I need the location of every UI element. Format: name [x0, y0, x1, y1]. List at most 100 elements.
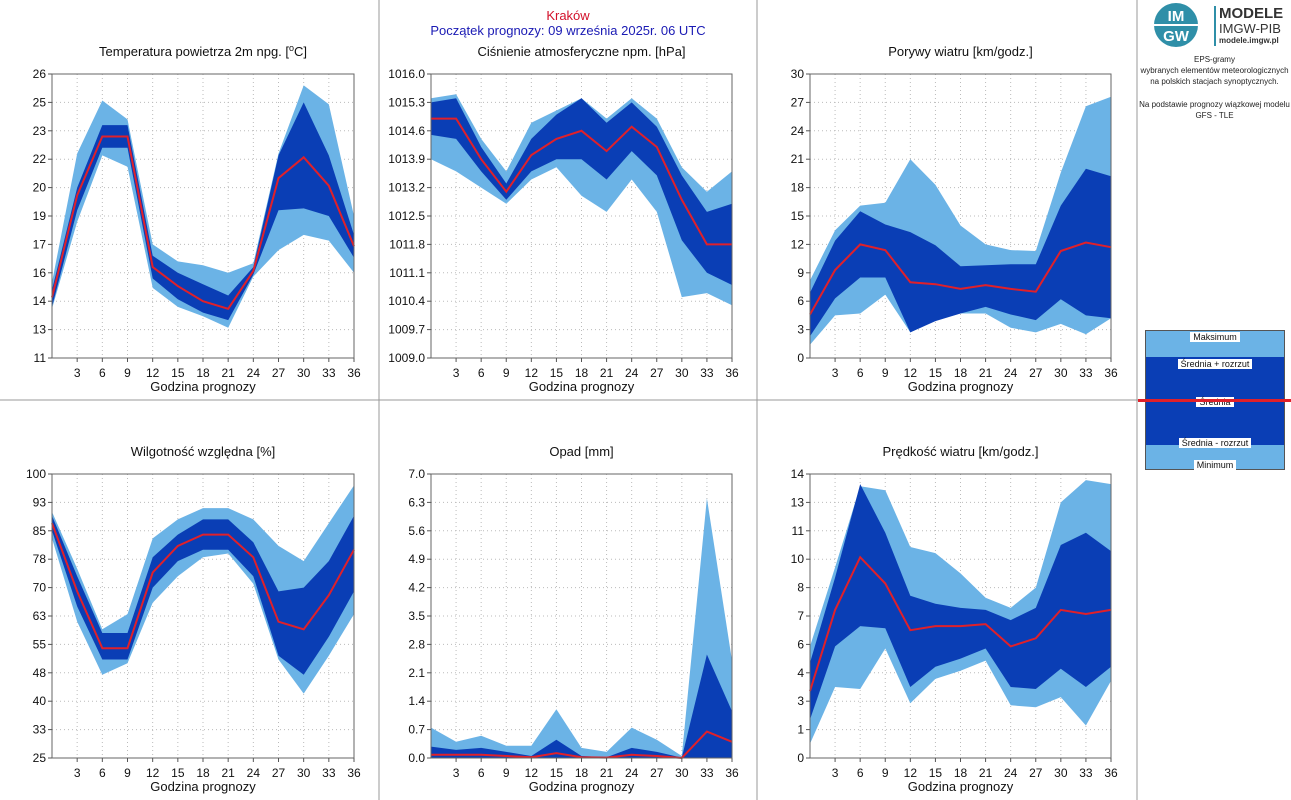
x-tick-label: 15 [550, 366, 564, 380]
y-tick-label: 26 [33, 67, 47, 81]
y-tick-label: 2.1 [408, 666, 425, 680]
y-tick-label: 7 [797, 609, 804, 623]
x-tick-label: 9 [882, 766, 889, 780]
logo-mark-top: IM [1168, 8, 1185, 25]
y-tick-label: 25 [33, 95, 47, 109]
forecast-start: Początek prognozy: 09 września 2025r. 06… [430, 23, 706, 38]
series-envelope-inner [431, 98, 732, 285]
x-tick-label: 21 [221, 366, 235, 380]
x-tick-label: 21 [979, 366, 993, 380]
y-tick-label: 21 [791, 152, 805, 166]
y-tick-label: 4.2 [408, 581, 425, 595]
x-tick-label: 36 [347, 766, 361, 780]
sidebar: IM GW MODELE IMGW-PIB modele.imgw.pl EPS… [1138, 0, 1291, 800]
logo-url: modele.imgw.pl [1219, 36, 1279, 45]
y-tick-label: 8 [797, 581, 804, 595]
y-tick-label: 1010.4 [388, 294, 425, 308]
y-tick-label: 1015.3 [388, 95, 425, 109]
y-tick-label: 40 [33, 694, 47, 708]
chart-title: Porywy wiatru [km/godz.] [888, 44, 1033, 59]
x-tick-label: 36 [1104, 766, 1118, 780]
y-tick-label: 19 [33, 209, 47, 223]
y-tick-label: 55 [33, 637, 47, 651]
y-tick-label: 11 [34, 351, 47, 365]
y-tick-label: 24 [791, 124, 805, 138]
y-tick-label: 18 [791, 181, 805, 195]
x-tick-label: 6 [478, 766, 485, 780]
y-tick-label: 9 [797, 266, 804, 280]
y-tick-label: 6.3 [408, 495, 425, 509]
legend-mean-plus-label: Średnia + rozrzut [1146, 359, 1284, 369]
chart-title: Ciśnienie atmosferyczne npm. [hPa] [477, 44, 685, 59]
x-tick-label: 21 [600, 366, 614, 380]
x-tick-label: 33 [322, 766, 336, 780]
y-tick-label: 0.0 [408, 751, 425, 765]
x-tick-label: 36 [347, 366, 361, 380]
y-tick-label: 63 [33, 609, 47, 623]
logo-divider [1214, 6, 1216, 46]
x-tick-label: 6 [857, 766, 864, 780]
model-description: Na podstawie prognozy wiązkowej modelu G… [1138, 99, 1291, 121]
x-tick-label: 18 [954, 366, 968, 380]
sidebar-description: EPS-gramy wybranych elementów meteorolog… [1138, 54, 1291, 87]
y-tick-label: 13 [791, 495, 805, 509]
x-tick-label: 6 [478, 366, 485, 380]
y-tick-label: 14 [33, 294, 47, 308]
y-tick-label: 1011.1 [389, 266, 425, 280]
desc-line: EPS-gramy [1194, 55, 1235, 64]
y-tick-label: 85 [33, 524, 47, 538]
desc-line: na polskich stacjach synoptycznych. [1150, 77, 1279, 86]
chart-1: Temperatura powietrza 2m npg. [oC] 11 13 14… [33, 43, 361, 394]
chart-6: Prędkość wiatru [km/godz.]01346781011131… [791, 444, 1118, 794]
x-tick-label: 18 [575, 366, 589, 380]
y-tick-label: 7.0 [408, 467, 425, 481]
logo-mark-bottom: GW [1163, 28, 1190, 45]
x-tick-label: 27 [1029, 766, 1043, 780]
x-tick-label: 12 [146, 766, 160, 780]
x-axis-label: Godzina prognozy [908, 779, 1014, 794]
y-tick-label: 3 [797, 323, 804, 337]
x-tick-label: 15 [171, 366, 185, 380]
y-tick-label: 70 [33, 581, 47, 595]
y-tick-label: 6 [797, 294, 804, 308]
legend-min-label: Minimum [1146, 460, 1284, 470]
x-axis-label: Godzina prognozy [150, 379, 256, 394]
chart-4: Wilgotność względna [%]25334048556370788… [26, 444, 361, 794]
y-tick-label: 1012.5 [388, 209, 425, 223]
x-tick-label: 12 [525, 366, 539, 380]
x-tick-label: 27 [1029, 366, 1043, 380]
x-tick-label: 24 [625, 366, 639, 380]
x-tick-label: 27 [650, 766, 664, 780]
chart-title: Temperatura powietrza 2m npg. [oC] [99, 43, 307, 59]
x-tick-label: 3 [832, 366, 839, 380]
series-mean-line [51, 135, 355, 310]
legend-mean-label: Średnia [1146, 397, 1284, 407]
series-mean-line [431, 117, 732, 246]
x-tick-label: 24 [625, 766, 639, 780]
chart-2: Ciśnienie atmosferyczne npm. [hPa] 1009.0… [388, 44, 739, 394]
x-tick-label: 30 [297, 366, 311, 380]
x-tick-label: 21 [221, 766, 235, 780]
x-tick-label: 24 [247, 366, 261, 380]
x-tick-label: 24 [1004, 366, 1018, 380]
x-tick-label: 33 [700, 766, 714, 780]
y-tick-label: 17 [33, 237, 47, 251]
y-tick-label: 1013.9 [388, 152, 425, 166]
x-axis-label: Godzina prognozy [529, 379, 635, 394]
x-tick-label: 18 [954, 766, 968, 780]
x-tick-label: 30 [675, 366, 689, 380]
x-tick-label: 9 [124, 766, 131, 780]
series-mean-line [51, 522, 355, 650]
y-tick-label: 1 [797, 723, 804, 737]
x-tick-label: 30 [1054, 366, 1068, 380]
y-tick-label: 4 [797, 666, 804, 680]
y-tick-label: 30 [791, 67, 805, 81]
y-tick-label: 100 [26, 467, 46, 481]
x-axis-label: Godzina prognozy [529, 779, 635, 794]
x-tick-label: 36 [725, 366, 739, 380]
series-envelope-inner [431, 654, 732, 758]
y-tick-label: 11 [792, 524, 805, 538]
y-tick-label: 1013.2 [388, 181, 425, 195]
x-tick-label: 18 [575, 766, 589, 780]
series-envelope-inner [810, 484, 1111, 720]
